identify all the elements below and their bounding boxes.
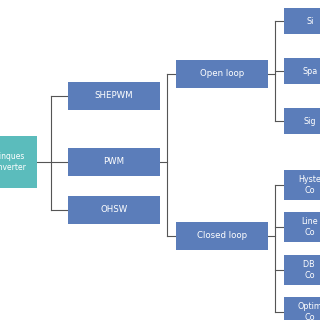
Text: Line
Co: Line Co bbox=[302, 217, 318, 237]
FancyBboxPatch shape bbox=[68, 82, 160, 110]
FancyBboxPatch shape bbox=[0, 136, 37, 188]
FancyBboxPatch shape bbox=[284, 108, 320, 134]
Text: PWM: PWM bbox=[103, 157, 124, 166]
Text: Hyste
Co: Hyste Co bbox=[299, 175, 320, 195]
Text: OHSW: OHSW bbox=[100, 205, 128, 214]
FancyBboxPatch shape bbox=[68, 148, 160, 176]
FancyBboxPatch shape bbox=[284, 297, 320, 320]
Text: Sig: Sig bbox=[304, 116, 316, 125]
FancyBboxPatch shape bbox=[176, 60, 268, 88]
FancyBboxPatch shape bbox=[284, 58, 320, 84]
FancyBboxPatch shape bbox=[284, 170, 320, 200]
Text: hinques
 Inverter: hinques Inverter bbox=[0, 152, 26, 172]
FancyBboxPatch shape bbox=[284, 8, 320, 34]
Text: Spa: Spa bbox=[302, 67, 318, 76]
Text: Si: Si bbox=[306, 17, 314, 26]
Text: Closed loop: Closed loop bbox=[197, 231, 247, 241]
FancyBboxPatch shape bbox=[284, 212, 320, 242]
Text: SHEPWM: SHEPWM bbox=[95, 92, 133, 100]
Text: DB 
Co: DB Co bbox=[303, 260, 317, 280]
FancyBboxPatch shape bbox=[176, 222, 268, 250]
FancyBboxPatch shape bbox=[68, 196, 160, 224]
FancyBboxPatch shape bbox=[284, 255, 320, 285]
Text: Open loop: Open loop bbox=[200, 69, 244, 78]
Text: Optim
Co: Optim Co bbox=[298, 302, 320, 320]
